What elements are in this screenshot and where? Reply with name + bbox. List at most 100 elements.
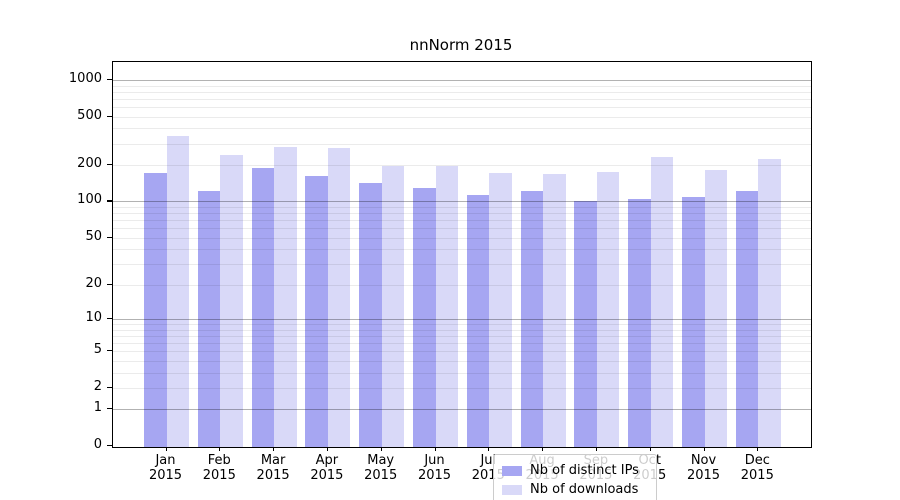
bar-downloads-sep	[596, 171, 620, 447]
bar-downloads-jan	[166, 136, 189, 447]
minor-gridline-90	[113, 206, 811, 208]
x-tick-label-dec: Dec 2015	[740, 452, 774, 484]
major-gridline-100	[113, 201, 811, 203]
minor-gridline-5	[113, 351, 811, 353]
y-tick-50	[107, 236, 112, 238]
plot-area: Nb of distinct IPs Nb of downloads	[112, 61, 812, 500]
bar-ips-jun	[413, 187, 436, 447]
bar-ips-aug	[520, 190, 544, 447]
minor-gridline-7	[113, 335, 811, 337]
bar-downloads-dec	[758, 158, 781, 447]
bar-downloads-may	[381, 165, 405, 447]
bar-downloads-oct	[650, 157, 674, 447]
y-tick-10	[107, 317, 112, 320]
minor-gridline-70	[113, 220, 811, 222]
y-tick-label-20: 20	[85, 275, 102, 291]
y-tick-1000	[107, 78, 112, 81]
y-tick-label-200: 200	[77, 156, 102, 171]
minor-gridline-600	[113, 106, 811, 108]
y-tick-label-1: 1	[93, 400, 102, 416]
x-tick-jul	[488, 446, 490, 451]
bar-ips-may	[359, 183, 382, 447]
minor-gridline-50	[113, 237, 811, 239]
x-tick-label-mar: Mar 2015	[256, 452, 290, 484]
bar-ips-mar	[251, 168, 275, 447]
legend-swatch-downloads	[502, 484, 522, 495]
legend-label-distinct-ips: Nb of distinct IPs	[530, 463, 639, 478]
minor-gridline-700	[113, 98, 811, 100]
y-tick-200	[107, 164, 112, 166]
legend: Nb of distinct IPs Nb of downloads	[493, 454, 657, 500]
x-tick-sep	[595, 446, 598, 451]
y-tick-label-50: 50	[85, 228, 102, 244]
minor-gridline-500	[113, 116, 811, 118]
bar-downloads-aug	[543, 174, 566, 447]
bar-downloads-nov	[704, 169, 727, 447]
y-tick-label-500: 500	[77, 107, 102, 123]
major-gridline-1000	[113, 79, 811, 81]
x-tick-apr	[326, 446, 329, 451]
x-tick-may	[380, 446, 382, 451]
x-tick-aug	[542, 446, 544, 451]
legend-label-downloads: Nb of downloads	[530, 482, 639, 497]
bar-ips-nov	[682, 197, 705, 447]
minor-gridline-20	[113, 284, 811, 286]
minor-gridline-60	[113, 228, 811, 230]
y-tick-100	[107, 200, 112, 202]
bar-downloads-jun	[435, 166, 458, 447]
minor-gridline-30	[113, 264, 811, 266]
bar-ips-feb	[197, 190, 221, 447]
x-tick-feb	[219, 446, 221, 451]
minor-gridline-3	[113, 372, 811, 374]
y-tick-label-1000: 1000	[68, 70, 102, 86]
x-tick-label-jun: Jun 2015	[417, 452, 452, 484]
y-tick-1	[107, 408, 112, 410]
minor-gridline-200	[113, 165, 811, 166]
legend-row-distinct-ips: Nb of distinct IPs	[502, 461, 648, 480]
bar-ips-apr	[305, 176, 328, 447]
x-tick-label-nov: Nov 2015	[686, 452, 721, 484]
y-tick-label-100: 100	[77, 192, 102, 208]
minor-gridline-900	[113, 85, 811, 87]
y-tick-5	[107, 350, 112, 352]
y-tick-0	[107, 445, 112, 447]
bar-ips-oct	[628, 199, 651, 447]
x-tick-label-apr: Apr 2015	[310, 452, 344, 484]
x-tick-label-may: May 2015	[364, 452, 398, 484]
bar-downloads-apr	[327, 148, 351, 447]
minor-gridline-80	[113, 213, 811, 215]
bar-downloads-jul	[489, 172, 512, 447]
x-tick-nov	[703, 446, 705, 451]
bar-ips-jul	[466, 194, 490, 447]
chart-title: nnNorm 2015	[409, 36, 513, 54]
x-tick-jun	[434, 446, 436, 451]
legend-row-downloads: Nb of downloads	[502, 480, 648, 499]
y-tick-label-10: 10	[85, 309, 102, 325]
y-tick-20	[107, 283, 112, 285]
x-tick-jan	[165, 446, 167, 451]
minor-gridline-6	[113, 342, 811, 344]
y-tick-500	[107, 115, 112, 117]
minor-gridline-2	[113, 387, 811, 389]
major-gridline-1	[113, 409, 811, 411]
legend-swatch-distinct-ips	[502, 465, 522, 476]
x-tick-label-jan: Jan 2015	[148, 452, 183, 484]
bar-ips-jan	[144, 172, 167, 447]
major-gridline-10	[113, 318, 811, 320]
bar-downloads-mar	[274, 146, 297, 447]
y-tick-label-2: 2	[93, 378, 102, 394]
minor-gridline-40	[113, 249, 811, 251]
bar-downloads-feb	[220, 154, 243, 447]
x-tick-oct	[649, 446, 651, 451]
minor-gridline-400	[113, 128, 811, 130]
minor-gridline-300	[113, 143, 811, 145]
x-tick-label-feb: Feb 2015	[202, 452, 236, 484]
minor-gridline-4	[113, 360, 811, 362]
y-tick-label-5: 5	[93, 342, 102, 358]
x-tick-dec	[757, 446, 759, 451]
y-tick-2	[107, 386, 112, 388]
bar-ips-sep	[574, 201, 597, 447]
bar-ips-dec	[735, 190, 759, 447]
y-tick-label-0: 0	[93, 437, 102, 452]
